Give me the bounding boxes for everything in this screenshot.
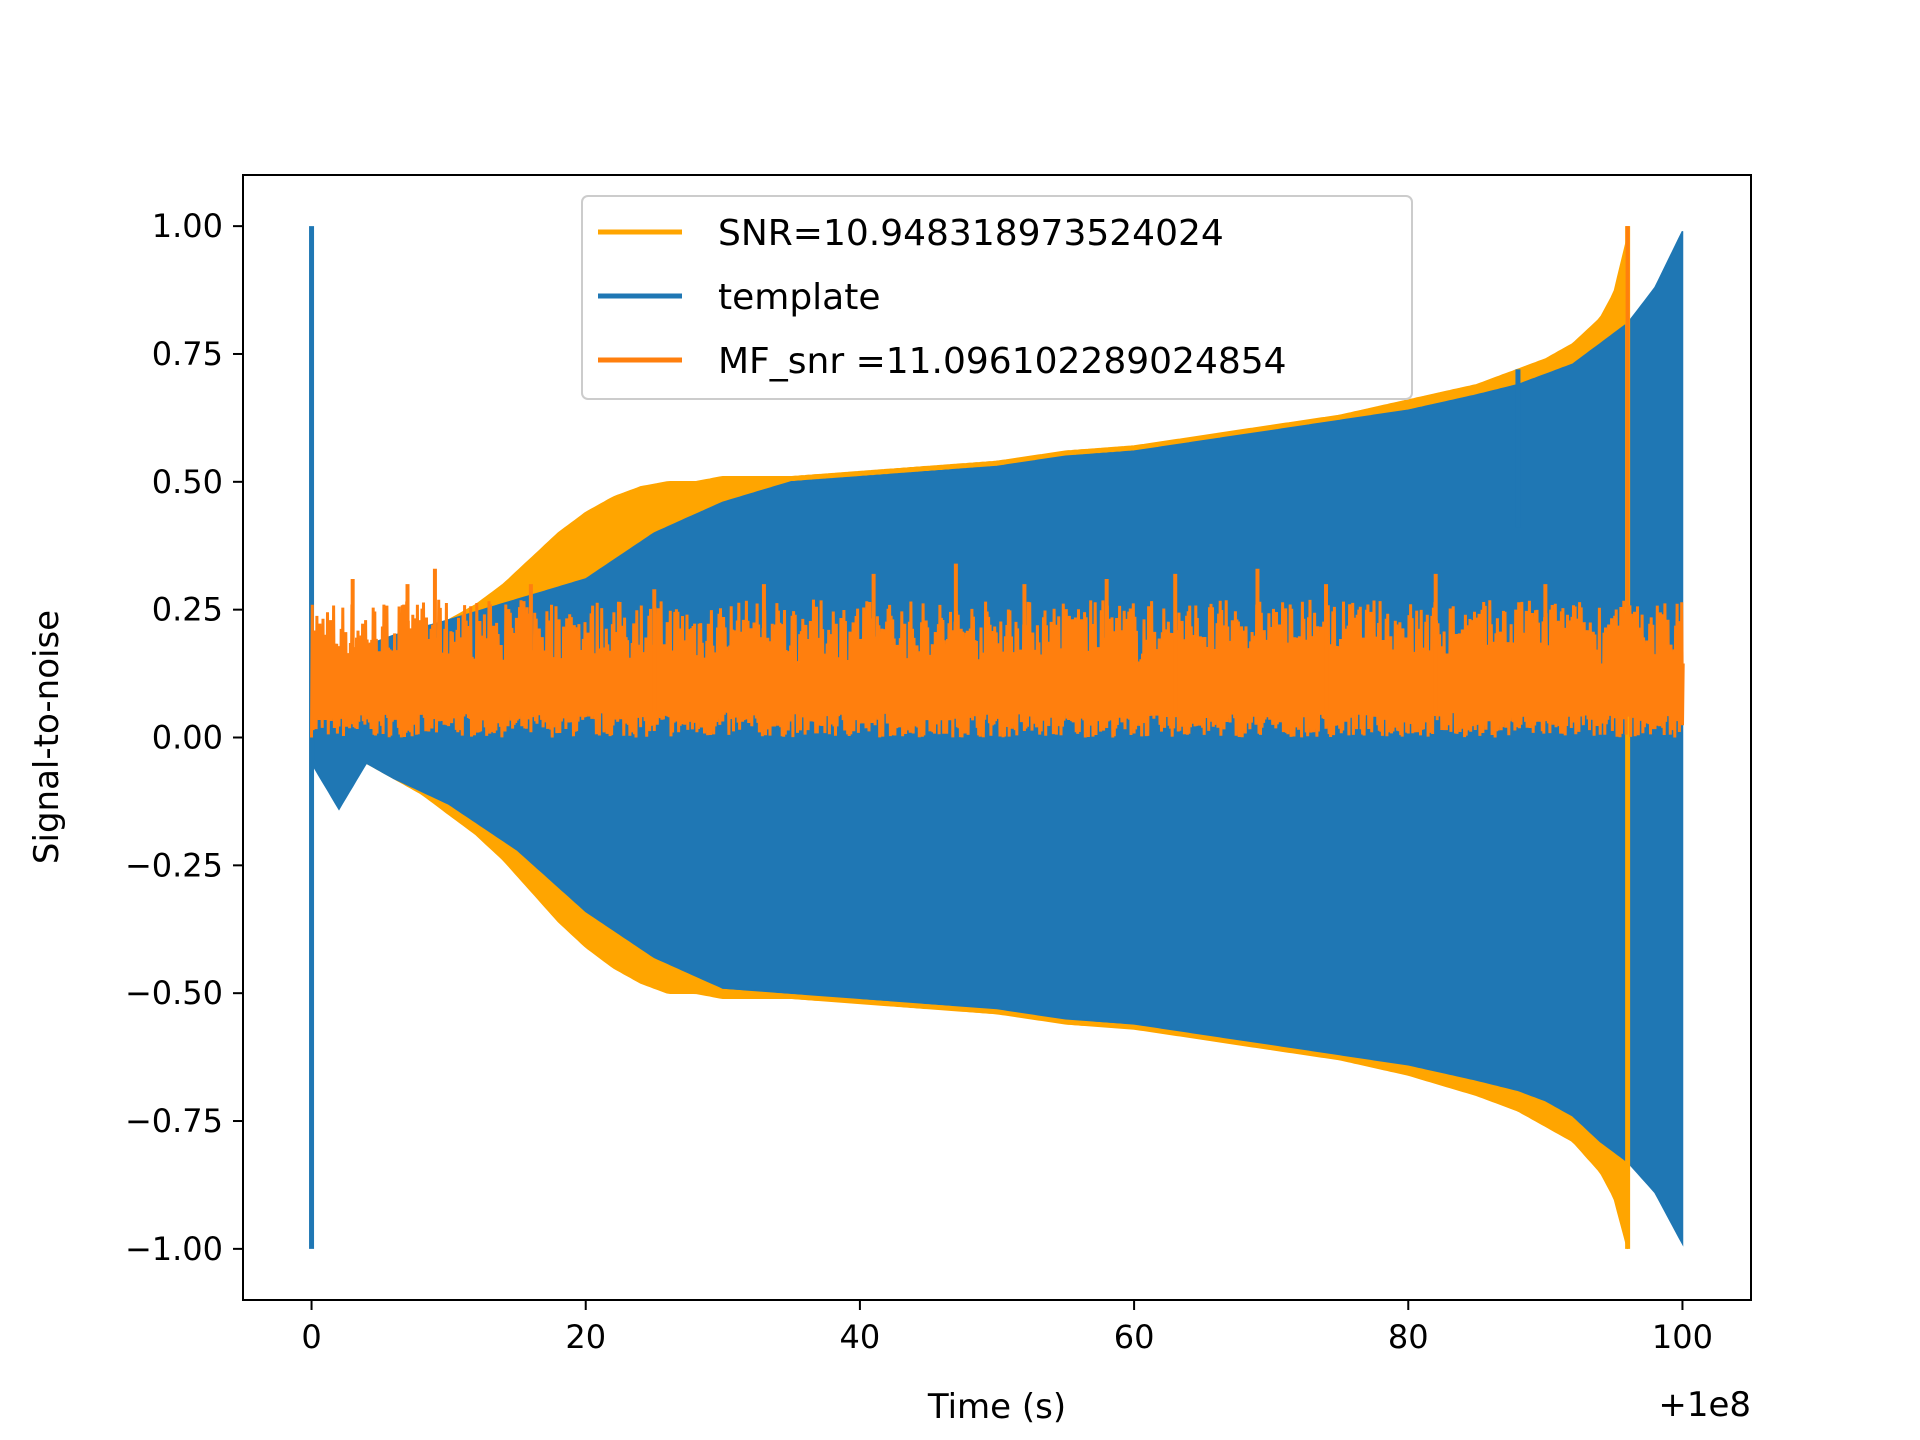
legend-label: template xyxy=(718,277,881,318)
series-line xyxy=(310,599,1685,738)
x-axis-label: Time (s) xyxy=(927,1387,1066,1427)
legend-label: MF_snr =11.096102289024854 xyxy=(718,341,1287,382)
x-axis: 0 20 40 60 80 100 xyxy=(301,1300,1713,1356)
y-tick-label: 1.00 xyxy=(152,207,223,245)
x-tick-label: 0 xyxy=(301,1318,321,1356)
x-offset-label: +1e8 xyxy=(1658,1385,1751,1425)
x-tick-label: 80 xyxy=(1388,1318,1429,1356)
y-axis-label: Signal-to-noise xyxy=(27,610,67,864)
series-envelope xyxy=(310,230,1684,1247)
series-1 xyxy=(310,230,1684,1247)
x-tick-label: 20 xyxy=(565,1318,606,1356)
y-tick-label: −0.50 xyxy=(125,974,223,1012)
y-axis: 1.00 0.75 0.50 0.25 0.00 −0.25 −0.50 −0.75 −1.00 xyxy=(125,207,243,1268)
y-tick-label: 0.00 xyxy=(152,719,223,757)
y-tick-label: 0.25 xyxy=(152,591,223,629)
y-tick-label: 0.75 xyxy=(152,335,223,373)
y-tick-label: −0.75 xyxy=(125,1102,223,1140)
y-tick-label: 0.50 xyxy=(152,463,223,501)
y-tick-label: −1.00 xyxy=(125,1230,223,1268)
x-tick-label: 60 xyxy=(1114,1318,1155,1356)
plot-area xyxy=(309,226,1685,1250)
legend-label: SNR=10.948318973524024 xyxy=(718,213,1224,254)
legend: SNR=10.948318973524024 template MF_snr =1… xyxy=(581,195,1413,400)
legend-frame xyxy=(581,195,1413,400)
x-tick-label: 100 xyxy=(1652,1318,1713,1356)
y-tick-label: −0.25 xyxy=(125,846,223,884)
x-tick-label: 40 xyxy=(840,1318,881,1356)
series-2 xyxy=(310,226,1685,738)
